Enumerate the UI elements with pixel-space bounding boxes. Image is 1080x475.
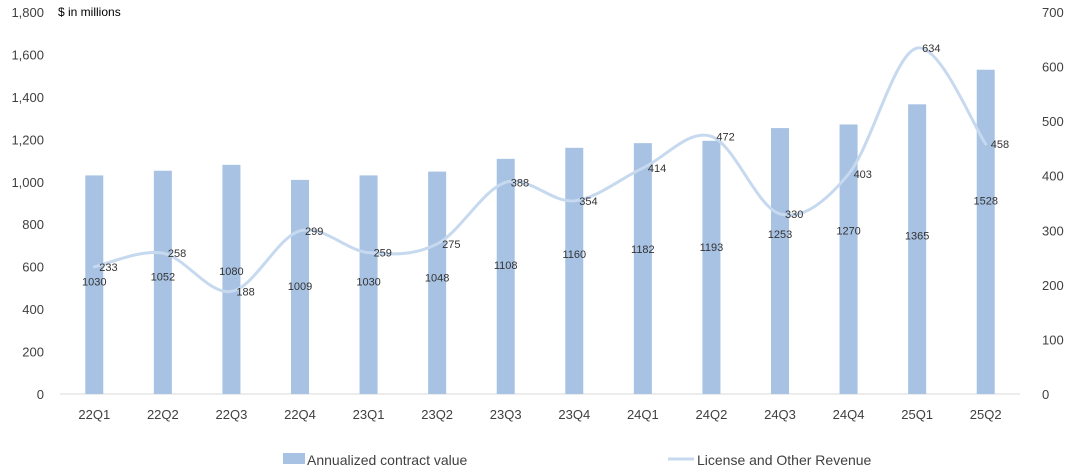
left-axis-tick: 1,000 — [11, 175, 44, 190]
bar — [222, 164, 241, 394]
bar-data-label: 1009 — [288, 281, 312, 293]
bar-data-label: 1193 — [700, 242, 724, 254]
bar — [908, 104, 927, 395]
right-axis-tick: 500 — [1042, 114, 1064, 129]
right-axis: 0 100 200 300 400 500 600 700 — [1042, 5, 1064, 402]
line-data-label: 275 — [442, 239, 460, 251]
bar-data-label: 1080 — [219, 266, 243, 278]
bar-data-label: 1365 — [905, 230, 929, 242]
bar — [359, 175, 378, 394]
line-data-label: 388 — [511, 177, 529, 189]
x-axis-tick: 22Q1 — [78, 407, 110, 422]
license-revenue-line — [92, 46, 988, 293]
right-axis-tick: 300 — [1042, 223, 1064, 238]
bar — [839, 124, 858, 394]
bar — [702, 140, 721, 394]
line-layer — [92, 46, 988, 293]
x-axis-tick: 23Q2 — [421, 407, 453, 422]
x-axis-tick: 22Q4 — [284, 407, 316, 422]
bar-data-label: 1030 — [356, 276, 380, 288]
bar-data-label: 1182 — [631, 244, 655, 256]
left-axis-tick: 1,200 — [11, 132, 44, 147]
x-axis-tick: 24Q4 — [833, 407, 865, 422]
bar-data-label: 1048 — [425, 273, 449, 285]
legend-label-line: License and Other Revenue — [697, 452, 872, 468]
right-axis-tick: 200 — [1042, 278, 1064, 293]
bar — [565, 147, 584, 394]
line-data-label: 233 — [99, 262, 117, 274]
line-data-label: 299 — [305, 226, 323, 238]
left-axis-tick: 1,800 — [11, 5, 44, 20]
bar-data-label: 1030 — [82, 276, 106, 288]
bar-data-label: 1528 — [973, 196, 997, 208]
bar — [85, 175, 104, 394]
right-axis-tick: 400 — [1042, 169, 1064, 184]
x-axis-tick: 24Q2 — [696, 407, 728, 422]
x-axis-tick: 22Q3 — [216, 407, 248, 422]
bar-labels: 1030 1052 1080 1009 1030 1048 1108 1160 1182 1193… — [82, 196, 998, 293]
right-axis-tick: 700 — [1042, 5, 1064, 20]
right-axis-tick: 100 — [1042, 332, 1064, 347]
line-data-label: 458 — [991, 139, 1009, 151]
bar — [976, 69, 995, 395]
left-axis: 0 200 400 600 800 1,000 1,200 1,400 1,600 1,800 — [11, 5, 44, 402]
line-data-label: 354 — [579, 196, 597, 208]
left-axis-tick: 0 — [37, 387, 44, 402]
bar-data-label: 1270 — [836, 225, 860, 237]
bar — [633, 143, 652, 394]
right-axis-tick: 0 — [1042, 387, 1049, 402]
bar — [771, 128, 789, 394]
bar — [153, 170, 172, 394]
line-data-label: 472 — [716, 131, 734, 143]
line-data-label: 330 — [785, 209, 803, 221]
x-axis-tick: 23Q4 — [558, 407, 590, 422]
x-axis-tick: 25Q2 — [970, 407, 1002, 422]
bar-data-label: 1160 — [562, 249, 586, 261]
x-ticks: 22Q1 22Q2 22Q3 22Q4 23Q1 23Q2 23Q3 23Q4 24Q1 24Q2… — [78, 407, 1001, 422]
left-axis-tick: 200 — [22, 345, 44, 360]
x-axis-tick: 23Q3 — [490, 407, 522, 422]
left-axis-tick: 600 — [22, 260, 44, 275]
left-axis-tick: 400 — [22, 302, 44, 317]
bar — [496, 158, 515, 394]
x-axis-tick: 22Q2 — [147, 407, 179, 422]
bar-data-label: 1108 — [494, 260, 518, 272]
bar-data-label: 1253 — [768, 229, 792, 241]
legend-swatch-bar — [283, 453, 305, 464]
x-axis-tick: 23Q1 — [353, 407, 385, 422]
line-data-label: 403 — [854, 169, 872, 181]
right-axis-tick: 600 — [1042, 60, 1064, 75]
line-data-label: 634 — [922, 43, 940, 55]
x-axis-tick: 24Q3 — [764, 407, 796, 422]
x-axis-tick: 25Q1 — [901, 407, 933, 422]
left-axis-tick: 1,400 — [11, 90, 44, 105]
unit-label: $ in millions — [58, 5, 121, 19]
line-data-label: 259 — [374, 248, 392, 260]
x-axis-tick: 24Q1 — [627, 407, 659, 422]
bar-data-label: 1052 — [151, 272, 175, 284]
left-axis-tick: 1,600 — [11, 47, 44, 62]
left-axis-tick: 800 — [22, 217, 44, 232]
line-data-label: 188 — [236, 286, 254, 298]
line-labels: 233 258 188 299 259 275 388 354 414 472 330 403 634 4… — [99, 43, 1009, 298]
bars — [85, 69, 995, 395]
legend-label-bar: Annualized contract value — [307, 452, 468, 468]
legend: Annualized contract value License and Ot… — [283, 452, 872, 468]
line-data-label: 414 — [648, 163, 666, 175]
line-data-label: 258 — [168, 248, 186, 260]
bar — [428, 171, 447, 394]
